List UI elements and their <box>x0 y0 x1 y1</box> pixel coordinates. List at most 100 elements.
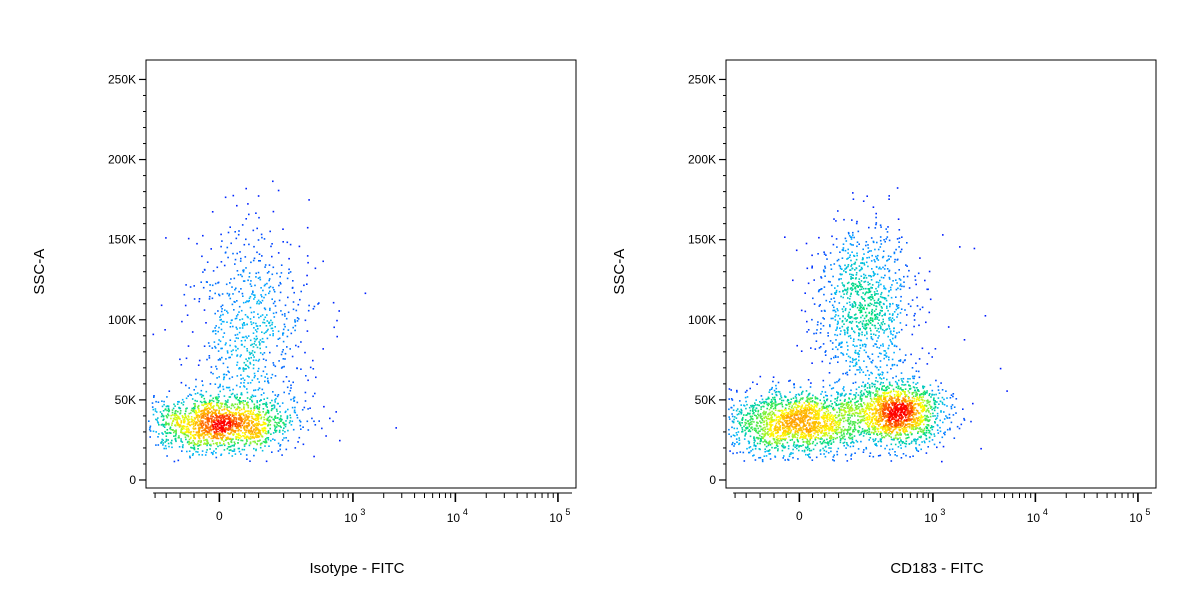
event-dot <box>877 299 879 302</box>
event-dot <box>836 411 838 414</box>
event-dot <box>746 447 748 450</box>
event-dot <box>307 261 309 264</box>
event-dot <box>854 421 856 423</box>
event-dot <box>242 377 244 380</box>
event-dot <box>229 445 232 448</box>
event-dot <box>271 321 274 324</box>
event-dot <box>816 323 819 326</box>
event-dot <box>896 305 898 308</box>
event-dot <box>952 395 954 398</box>
event-dot <box>217 401 219 404</box>
event-dot <box>206 440 209 442</box>
event-dot <box>271 327 274 330</box>
event-dot <box>835 356 837 358</box>
event-dot <box>314 392 316 395</box>
event-dot <box>235 397 238 400</box>
event-dot <box>216 422 218 425</box>
event-dot <box>220 261 223 263</box>
event-dot <box>864 384 866 387</box>
event-dot <box>958 427 961 430</box>
event-dot <box>296 367 298 370</box>
event-dot <box>199 393 201 396</box>
event-dot <box>200 422 202 424</box>
event-dot <box>896 316 898 318</box>
event-dot <box>308 199 310 201</box>
event-dot <box>247 429 250 432</box>
event-dot <box>766 403 768 406</box>
event-dot <box>187 415 190 417</box>
event-dot <box>166 455 168 457</box>
event-dot <box>306 330 309 332</box>
event-dot <box>933 393 935 396</box>
event-dot <box>243 385 245 387</box>
x-tick-label: 0 <box>216 509 223 523</box>
event-dot <box>945 415 947 417</box>
event-dot <box>228 386 231 389</box>
event-dot <box>865 320 868 322</box>
event-dot <box>748 422 751 424</box>
event-dot <box>257 389 260 391</box>
event-dot <box>806 395 809 398</box>
event-dot <box>862 371 865 373</box>
event-dot <box>835 329 837 331</box>
event-dot <box>928 403 931 406</box>
event-dot <box>914 428 917 430</box>
event-dot <box>306 274 308 277</box>
event-dot <box>891 363 894 366</box>
y-tick-label: 150K <box>108 233 136 247</box>
event-dot <box>878 331 880 333</box>
event-dot <box>265 359 267 362</box>
event-dot <box>824 267 827 269</box>
event-dot <box>795 249 798 252</box>
event-dot <box>243 435 245 438</box>
event-dot <box>834 300 836 303</box>
event-dot <box>852 382 855 384</box>
event-dot <box>216 425 219 428</box>
event-dot <box>823 439 826 442</box>
event-dot <box>862 287 865 290</box>
event-dot <box>775 387 778 390</box>
event-dot <box>187 427 190 430</box>
event-dot <box>776 443 778 446</box>
event-dot <box>870 313 873 316</box>
event-dot <box>787 398 789 401</box>
event-dot <box>925 434 927 437</box>
event-dot <box>192 410 195 412</box>
event-dot <box>220 310 223 313</box>
event-dot <box>179 412 181 415</box>
event-dot <box>211 211 214 213</box>
event-dot <box>239 400 241 403</box>
event-dot <box>767 449 770 452</box>
event-dot <box>918 436 921 438</box>
event-dot <box>807 379 810 381</box>
event-dot <box>749 419 751 421</box>
event-dot <box>758 437 760 439</box>
event-dot <box>906 275 909 278</box>
event-dot <box>253 409 255 411</box>
event-dot <box>236 393 238 396</box>
event-dot <box>207 416 209 419</box>
event-dot <box>178 436 180 439</box>
event-dot <box>864 328 867 331</box>
event-dot <box>866 257 868 259</box>
event-dot <box>896 238 899 240</box>
event-dot <box>734 443 736 445</box>
event-dot <box>166 405 169 407</box>
event-dot <box>212 453 214 456</box>
event-dot <box>249 460 251 462</box>
event-dot <box>234 334 237 336</box>
event-dot <box>221 444 223 447</box>
event-dot <box>893 327 895 330</box>
event-dot <box>238 413 241 415</box>
event-dot <box>764 448 766 450</box>
event-dot <box>174 424 177 426</box>
event-dot <box>176 403 179 405</box>
event-dot <box>860 399 863 401</box>
event-dot <box>884 240 886 243</box>
event-dot <box>242 422 245 425</box>
event-dot <box>259 347 261 350</box>
event-dot <box>248 376 250 378</box>
event-dot <box>269 351 271 354</box>
event-dot <box>176 419 178 421</box>
event-dot <box>898 442 901 444</box>
